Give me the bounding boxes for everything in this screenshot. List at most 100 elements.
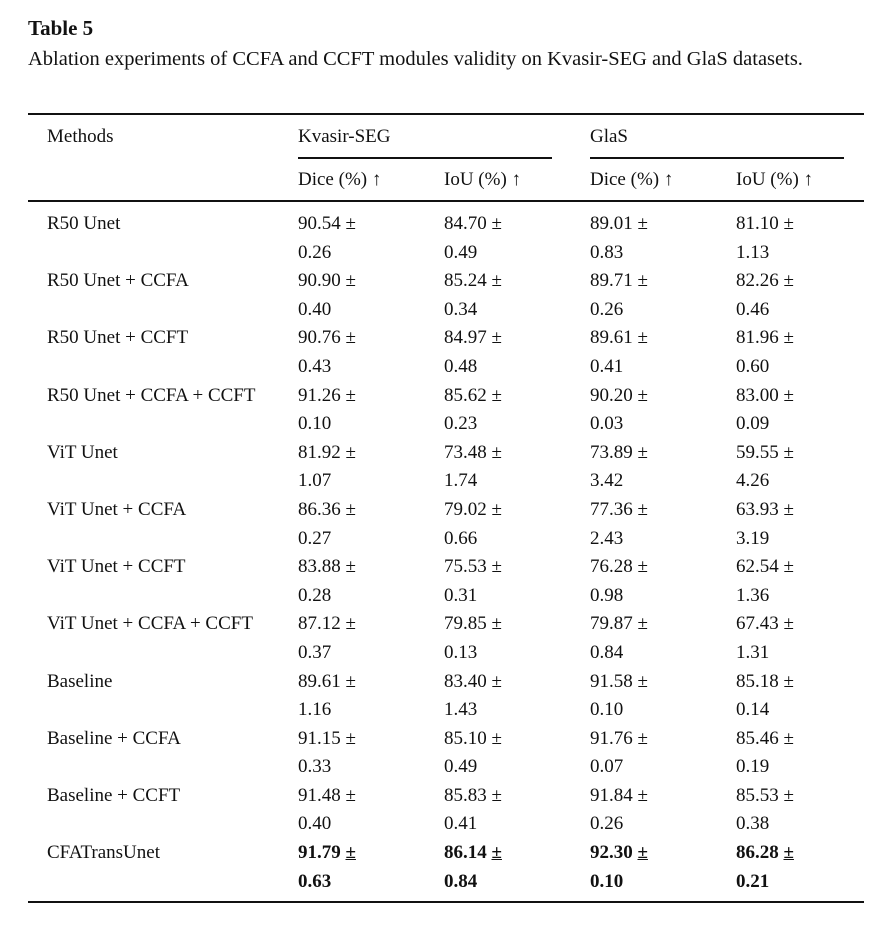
mean-value: 67.43 ± <box>736 613 794 635</box>
mean-value: 75.53 ± <box>444 556 502 578</box>
std-value: 0.41 <box>590 355 624 377</box>
mean-value: 81.10 ± <box>736 213 794 234</box>
std-value: 0.19 <box>736 756 770 778</box>
std-value: 0.21 <box>736 870 770 892</box>
table-row: ViT Unet 81.92 ± 1.07 73.48 ± 1.74 73.89 ± 3.4… <box>28 439 882 496</box>
value-cell: 79.85 ± 0.13 <box>444 610 590 667</box>
mean-value: 91.48 ± <box>298 784 356 806</box>
mean-value: 90.20 ± <box>590 384 648 406</box>
value-cell: 89.01 ± 0.83 <box>590 210 736 267</box>
std-value: 0.23 <box>444 413 478 435</box>
value-cell: 86.14 ± 0.84 <box>444 839 590 896</box>
mean-value: 85.18 ± <box>736 670 794 692</box>
plus-minus-sign: ± <box>345 842 356 864</box>
mean-value: 84.70 ± <box>444 213 502 234</box>
std-value: 0.26 <box>590 298 624 320</box>
value-cell: 90.20 ± 0.03 <box>590 382 736 439</box>
value-cell: 90.76 ± 0.43 <box>298 324 444 381</box>
value-cell: 81.10 ± 1.13 <box>736 210 882 267</box>
value-cell: 91.76 ± 0.07 <box>590 725 736 782</box>
mean-value: 86.36 ± <box>298 498 356 520</box>
value-cell: 67.43 ± 1.31 <box>736 610 882 667</box>
mean-value: 79.87 ± <box>590 613 648 635</box>
value-cell: 91.58 ± 0.10 <box>590 668 736 725</box>
mean-value: 89.71 ± <box>590 270 648 292</box>
std-value: 0.09 <box>736 413 770 435</box>
header-kvasir-dice: Dice (%) ↑ <box>298 169 382 190</box>
std-value: 0.48 <box>444 355 478 377</box>
std-value: 0.33 <box>298 756 332 778</box>
value-cell: 91.15 ± 0.33 <box>298 725 444 782</box>
mean-value: 79.02 ± <box>444 498 502 520</box>
mean-value: 91.26 ± <box>298 384 356 406</box>
table-row: ViT Unet + CCFA 86.36 ± 0.27 79.02 ± 0.66 77.… <box>28 496 882 553</box>
value-cell: 73.48 ± 1.74 <box>444 439 590 496</box>
value-cell: 91.26 ± 0.10 <box>298 382 444 439</box>
value-cell: 85.83 ± 0.41 <box>444 782 590 839</box>
mean-value: 91.58 ± <box>590 670 648 692</box>
mean-value: 86.28 ± <box>736 842 794 864</box>
table-row: R50 Unet + CCFT 90.76 ± 0.43 84.97 ± 0.48 89.… <box>28 324 882 381</box>
value-cell: 76.28 ± 0.98 <box>590 553 736 610</box>
std-value: 0.27 <box>298 527 332 549</box>
value-cell: 75.53 ± 0.31 <box>444 553 590 610</box>
value-cell: 90.90 ± 0.40 <box>298 267 444 324</box>
std-value: 0.10 <box>590 699 624 721</box>
plus-minus-sign: ± <box>491 842 502 864</box>
std-value: 4.26 <box>736 470 770 492</box>
std-value: 0.40 <box>298 298 332 320</box>
header-methods: Methods <box>47 126 114 147</box>
std-value: 0.98 <box>590 584 624 606</box>
std-value: 0.07 <box>590 756 624 778</box>
std-value: 0.14 <box>736 699 770 721</box>
mean-value: 90.90 ± <box>298 270 356 292</box>
method-cell: Baseline <box>47 670 113 692</box>
method-cell: ViT Unet + CCFA + CCFT <box>47 613 253 635</box>
mean-value: 92.30 ± <box>590 842 648 864</box>
mean-value: 82.26 ± <box>736 270 794 292</box>
std-value: 0.41 <box>444 813 478 835</box>
table-row: Baseline + CCFA 91.15 ±0.33 85.10 ±0.49 91.… <box>28 725 882 782</box>
table-row: R50 Unet 90.54 ± 0.26 84.70 ± 0.49 89.01 ± 0.8… <box>28 210 882 267</box>
mean-value: 62.54 ± <box>736 556 794 578</box>
std-value: 0.84 <box>590 641 624 663</box>
value-cell: 82.26 ± 0.46 <box>736 267 882 324</box>
method-cell: CFATransUnet <box>47 842 160 864</box>
value-cell: 91.48 ± 0.40 <box>298 782 444 839</box>
mean-value: 90.54 ± <box>298 213 356 234</box>
std-value: 1.36 <box>736 584 770 606</box>
std-value: 0.43 <box>298 355 332 377</box>
value-cell: 85.18 ± 0.14 <box>736 668 882 725</box>
glas-group-rule <box>590 157 844 159</box>
value-cell: 89.61 ± 1.16 <box>298 668 444 725</box>
value-cell: 81.92 ± 1.07 <box>298 439 444 496</box>
value-cell: 91.79 ± 0.63 <box>298 839 444 896</box>
bottom-rule <box>28 901 864 903</box>
std-value: 0.38 <box>736 813 770 835</box>
header-glas: GlaS <box>590 126 628 147</box>
mean-value: 85.83 ± <box>444 784 502 806</box>
plus-minus-sign: ± <box>637 842 648 864</box>
value-cell: 85.24 ± 0.34 <box>444 267 590 324</box>
mean-value: 91.79 ± <box>298 842 356 864</box>
value-cell: 84.70 ± 0.49 <box>444 210 590 267</box>
value-cell: 84.97 ± 0.48 <box>444 324 590 381</box>
table-caption: Ablation experiments of CCFA and CCFT mo… <box>28 48 803 70</box>
std-value: 0.46 <box>736 298 770 320</box>
value-cell: 91.84 ± 0.26 <box>590 782 736 839</box>
std-value: 0.84 <box>444 870 478 892</box>
table-row: ViT Unet + CCFT 83.88 ± 0.28 75.53 ± 0.31 76.… <box>28 553 882 610</box>
value-cell: 83.40 ± 1.43 <box>444 668 590 725</box>
header-rule <box>28 200 864 202</box>
value-cell: 79.02 ± 0.66 <box>444 496 590 553</box>
mean-value: 91.84 ± <box>590 784 648 806</box>
std-value: 0.28 <box>298 584 332 606</box>
std-value: 0.03 <box>590 413 624 435</box>
mean-value: 73.48 ± <box>444 441 502 463</box>
mean-value: 59.55 ± <box>736 441 794 463</box>
table-title: Table 5 <box>28 16 94 40</box>
value-cell: 73.89 ± 3.42 <box>590 439 736 496</box>
method-cell: R50 Unet <box>47 213 121 234</box>
std-value: 0.37 <box>298 641 332 663</box>
method-cell: ViT Unet <box>47 441 118 463</box>
